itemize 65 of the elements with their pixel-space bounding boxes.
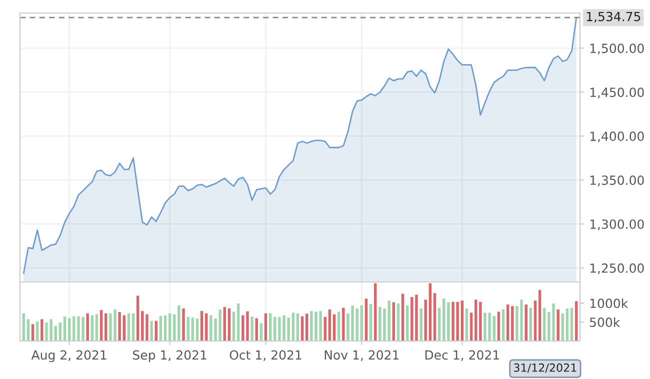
bar: [556, 309, 560, 341]
y-tick-label: 1,400.00: [590, 132, 644, 142]
bar: [406, 305, 409, 341]
bar: [63, 316, 66, 341]
bar: [223, 307, 226, 341]
bar: [460, 300, 464, 341]
bar: [465, 308, 468, 341]
bar: [534, 300, 537, 341]
bar: [424, 300, 427, 341]
bar: [392, 302, 396, 341]
bar: [470, 312, 473, 341]
bar: [236, 304, 240, 341]
bar: [68, 318, 71, 341]
bar: [360, 305, 364, 341]
bar: [342, 308, 345, 341]
ref-line-label: 1,534.75: [586, 12, 640, 23]
bar: [364, 298, 368, 341]
y-tick-label: 1,300.00: [590, 219, 644, 230]
bar: [118, 312, 121, 341]
y-tick-label: 1,450.00: [590, 88, 644, 98]
bar: [100, 310, 103, 341]
bar: [86, 313, 89, 341]
bar: [401, 294, 404, 341]
bar: [150, 320, 153, 341]
y-tick-label: 1,250.00: [590, 263, 644, 274]
bar: [292, 312, 295, 341]
bar: [502, 309, 505, 341]
bar: [420, 308, 422, 341]
bar: [186, 316, 190, 341]
bar: [428, 283, 432, 341]
y-tick-label: 1,500.00: [590, 44, 644, 54]
x-tick-label: Oct 1, 2021: [230, 350, 302, 361]
bar: [538, 290, 542, 341]
bar: [369, 304, 372, 341]
bar: [479, 302, 482, 341]
bar: [154, 320, 158, 341]
bar: [255, 318, 258, 341]
bar: [396, 304, 400, 341]
bar: [524, 304, 528, 341]
bar: [433, 293, 436, 341]
bar: [232, 312, 236, 341]
bar: [200, 311, 204, 341]
y-tick-label: 1000k: [590, 298, 628, 308]
x-tick-label: Dec 1, 2021: [425, 350, 499, 361]
bar: [136, 296, 140, 341]
x-tick-label: Sep 1, 2021: [133, 350, 206, 362]
bar: [511, 306, 514, 341]
x-tick-label: Aug 2, 2021: [31, 350, 106, 362]
bar: [374, 283, 377, 341]
bar: [497, 312, 500, 341]
y-tick-label: 1,350.00: [590, 176, 644, 186]
bar: [228, 308, 231, 341]
bar: [506, 304, 510, 341]
bar: [305, 314, 308, 341]
x-tick-label: Nov 1, 2021: [324, 350, 399, 361]
bar: [328, 309, 332, 341]
y-tick-label: 500k: [590, 317, 620, 328]
bar: [474, 300, 478, 341]
bar: [566, 308, 569, 341]
bar: [250, 316, 254, 341]
bar: [182, 308, 185, 341]
bar: [337, 312, 340, 341]
bar: [40, 319, 44, 341]
bar: [26, 319, 30, 341]
text: 31/12/2021: [514, 363, 576, 373]
